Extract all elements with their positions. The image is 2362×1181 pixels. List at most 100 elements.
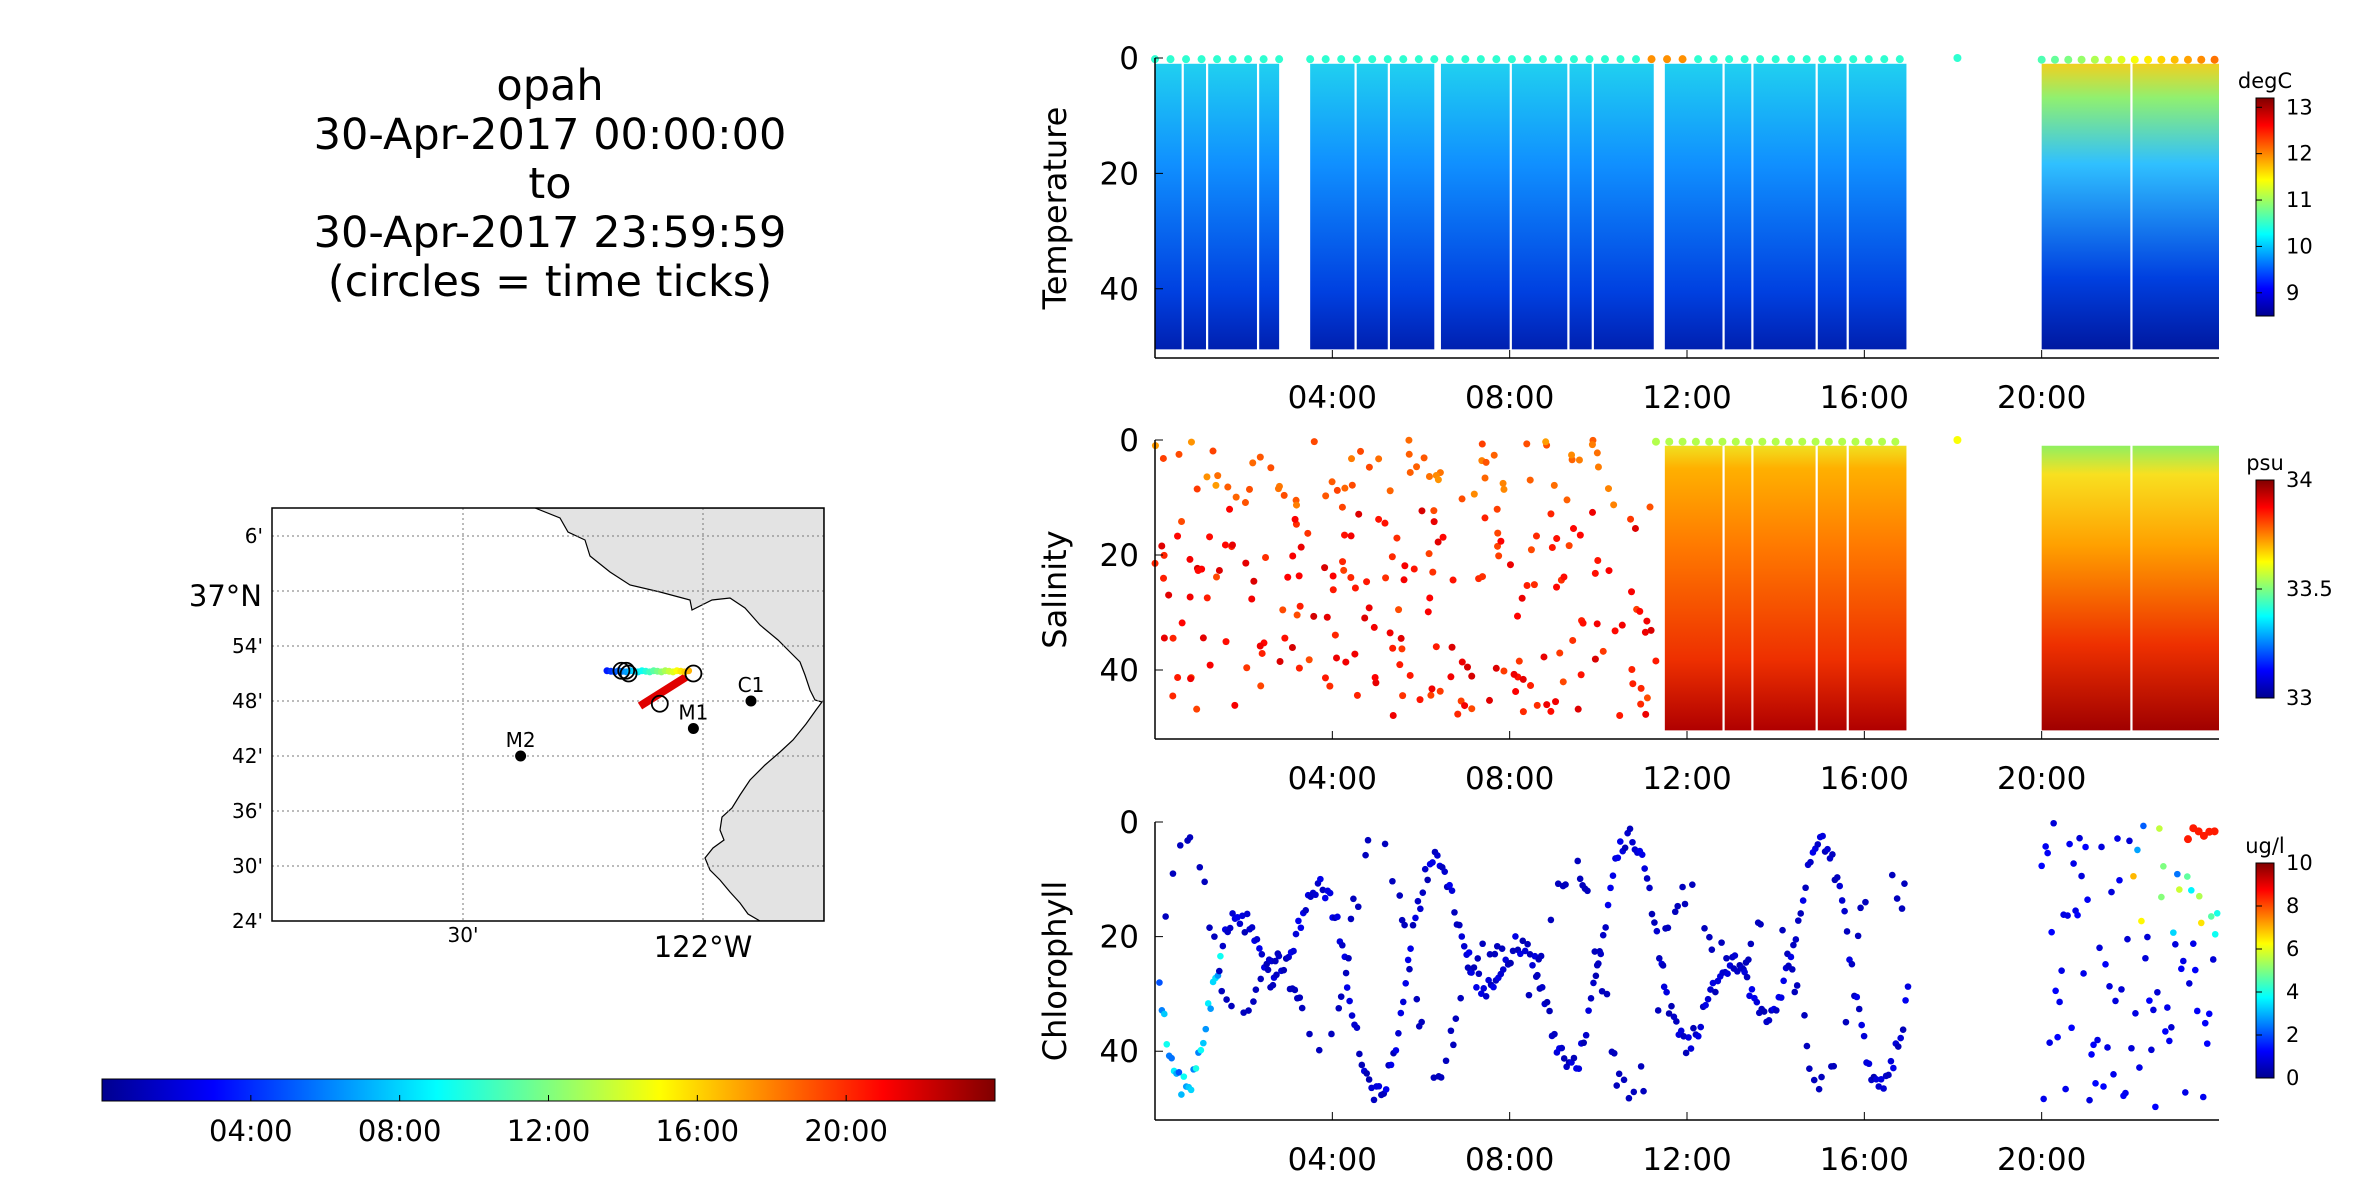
chlorophyll-sample-point: [2191, 966, 2199, 974]
salinity-sample-point: [1482, 458, 1490, 466]
salinity-sample-point: [1193, 705, 1201, 713]
salinity-sample-point: [1588, 441, 1596, 449]
chlorophyll-sample-point: [1591, 948, 1599, 955]
salinity-sample-point: [1611, 627, 1619, 635]
salinity-sample-point: [1388, 553, 1396, 561]
chlorophyll-sample-point: [2148, 1046, 2155, 1054]
salinity-sample-point: [1187, 438, 1195, 446]
salinity-surface-point: [1705, 437, 1714, 446]
chlorophyll-sample-point: [2092, 1080, 2099, 1087]
chlorophyll-sample-point: [1517, 950, 1524, 958]
chlorophyll-sample-point: [2180, 957, 2187, 965]
chlorophyll-sample-point: [1765, 1017, 1773, 1024]
chlorophyll-axes: 0 20 40 04:00 08:00 12:00 16:00 20:00 Chlorophyl…: [1036, 805, 2219, 1178]
salinity-sample-point: [1463, 663, 1471, 671]
x-tick-label: 04:00: [1288, 761, 1377, 797]
chlorophyll-sample-point: [1663, 988, 1670, 996]
salinity-sample-point: [1646, 503, 1654, 511]
x-tick-label: 16:00: [1820, 380, 1909, 416]
x-tick-label: 04:00: [1288, 1142, 1377, 1178]
chlorophyll-sample-point: [1475, 970, 1483, 978]
salinity-sample-point: [1389, 644, 1397, 652]
temperature-surface-point: [1569, 55, 1578, 64]
salinity-surface-point: [1784, 437, 1793, 446]
chlorophyll-sample-point: [1424, 876, 1431, 884]
chlorophyll-sample-point: [1613, 1082, 1621, 1089]
chlorophyll-sample-point: [1603, 990, 1611, 998]
salinity-sample-point: [1426, 594, 1434, 602]
temperature-surface-point: [1818, 55, 1827, 64]
x-tick-label: 20:00: [1997, 380, 2086, 416]
chlorophyll-sample-point: [1202, 1025, 1210, 1033]
salinity-sample-point: [1361, 614, 1369, 622]
chlorophyll-sample-point: [1442, 1057, 1450, 1065]
chlorophyll-sample-point: [1902, 997, 1909, 1004]
temperature-surface-point: [1259, 55, 1268, 64]
chlorophyll-sample-point: [2172, 941, 2179, 948]
chlorophyll-sample-point: [1215, 967, 1223, 975]
chlorophyll-sample-point: [1252, 986, 1260, 993]
chlorophyll-sample-point: [2132, 1009, 2139, 1017]
chlorophyll-sample-point: [1704, 995, 1712, 1003]
x-tick-label: 16:00: [1820, 1142, 1909, 1178]
map-station-label: M1: [678, 701, 708, 725]
title-line-vehicle: opah: [496, 61, 604, 111]
chlorophyll-sample-point: [1419, 889, 1427, 896]
salinity-sample-point: [1599, 647, 1607, 655]
chlorophyll-sample-point: [1626, 825, 1634, 833]
salinity-sample-point: [1386, 629, 1394, 637]
chlorophyll-sample-point: [2066, 840, 2073, 848]
chlorophyll-sample-point: [2160, 862, 2167, 870]
chlorophyll-sample-point: [2070, 860, 2077, 867]
salinity-sample-point: [1399, 692, 1407, 700]
salinity-sample-point: [1637, 700, 1645, 708]
salinity-sample-point: [1500, 667, 1508, 675]
temperature-surface-point: [1414, 55, 1423, 64]
temperature-surface-point: [1802, 55, 1811, 64]
salinity-sample-point: [1295, 664, 1303, 672]
chlorophyll-sample-point: [1857, 904, 1864, 912]
chlorophyll-sample-point: [1398, 916, 1406, 924]
salinity-sample-point: [1386, 487, 1394, 495]
chlorophyll-sample-point: [2110, 1070, 2117, 1078]
chlorophyll-sample-point: [1257, 975, 1265, 983]
chlorophyll-sample-point: [1580, 1039, 1588, 1047]
temperature-profile-strip: [1569, 63, 1592, 350]
salinity-sample-point: [1527, 546, 1535, 554]
colorbar-tick-label: 10: [2286, 851, 2313, 875]
chlorophyll-sample-point: [1562, 881, 1569, 888]
salinity-surface-point: [1691, 437, 1700, 446]
salinity-sample-point: [1439, 533, 1447, 541]
salinity-sample-point: [1406, 468, 1414, 476]
chlorophyll-sample-point: [1745, 956, 1752, 963]
chlorophyll-sample-point: [2044, 849, 2051, 857]
temperature-surface-point: [1833, 55, 1842, 64]
chlorophyll-sample-point: [1587, 995, 1595, 1002]
salinity-surface-point: [1838, 437, 1847, 446]
salinity-sample-point: [1432, 643, 1440, 651]
salinity-surface-point: [1758, 437, 1767, 446]
title-line-note: (circles = time ticks): [327, 257, 773, 307]
chlorophyll-sample-point: [1306, 1030, 1313, 1038]
salinity-sample-point: [1642, 710, 1650, 718]
chlorophyll-sample-point: [1888, 871, 1896, 879]
chlorophyll-sample-point: [1677, 1027, 1685, 1035]
map-lat-label: 6': [245, 524, 263, 548]
temperature-surface-point: [2077, 55, 2086, 64]
time-colorbar-ticks: 04:00 08:00 12:00 16:00 20:00: [209, 1095, 888, 1148]
chlorophyll-sample-point: [1773, 1007, 1780, 1014]
salinity-sample-point: [1206, 533, 1214, 541]
salinity-sample-point: [1401, 562, 1409, 570]
map-station-marker: [515, 750, 527, 762]
temperature-surface-point: [1352, 55, 1361, 64]
salinity-sample-point: [1458, 495, 1466, 503]
chlorophyll-sample-point: [1253, 936, 1261, 943]
chlorophyll-sample-point: [1614, 854, 1622, 862]
salinity-sample-point: [1506, 561, 1514, 569]
temperature-surface-point: [2157, 55, 2166, 64]
chlorophyll-sample-point: [1757, 920, 1764, 928]
map-axis-labels: 6' 37°N 54' 48' 42' 36' 30' 24' 30' 122°W: [189, 524, 752, 964]
temperature-surface-point: [1213, 55, 1222, 64]
salinity-sample-point: [1224, 483, 1232, 491]
